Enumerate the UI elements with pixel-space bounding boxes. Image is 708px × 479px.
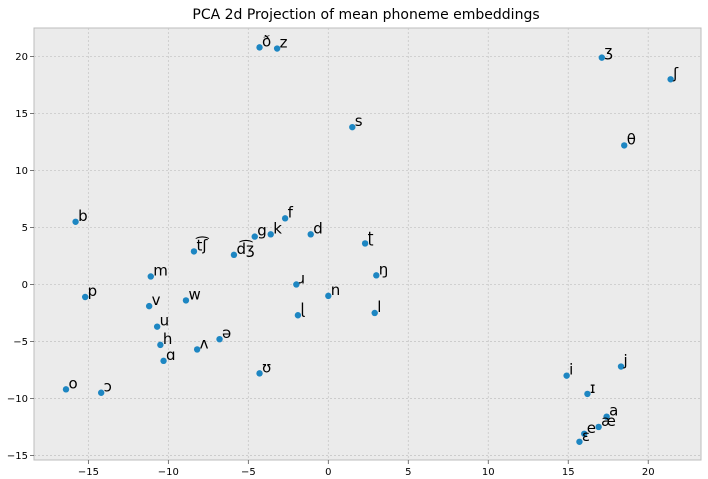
data-point: [256, 370, 263, 377]
point-label: t͡ʃ: [195, 234, 209, 254]
point-label: ʈ: [368, 228, 374, 246]
data-point: [267, 231, 274, 238]
point-label: s: [355, 112, 363, 130]
x-tick-label: −5: [241, 467, 256, 478]
x-tick-label: −15: [78, 467, 99, 478]
point-label: ɛ: [582, 427, 590, 445]
point-label: θ: [627, 130, 636, 148]
y-tick-label: 0: [22, 280, 28, 291]
y-tick-label: 10: [15, 166, 28, 177]
x-tick-label: 15: [562, 467, 575, 478]
point-label: æ: [601, 412, 616, 430]
point-label: ʃ: [672, 64, 679, 82]
data-point: [147, 273, 154, 280]
point-label: d: [313, 219, 323, 237]
x-tick-label: 10: [482, 467, 495, 478]
point-label: f: [288, 203, 294, 221]
data-point: [160, 357, 167, 365]
data-point: [584, 390, 591, 398]
point-label: k: [273, 219, 282, 237]
data-point: [230, 251, 238, 259]
point-label: w: [188, 285, 200, 303]
point-label: z: [280, 34, 288, 52]
data-point: [617, 363, 625, 370]
data-point: [157, 341, 164, 349]
point-label: ŋ: [379, 260, 389, 278]
point-label: ɔ: [104, 378, 112, 396]
data-point: [563, 372, 570, 379]
data-point: [325, 292, 332, 300]
point-label: b: [78, 207, 88, 225]
point-label: i: [569, 361, 573, 379]
point-label: ɭ: [300, 300, 305, 318]
data-points: [62, 44, 674, 445]
point-label: l: [377, 298, 381, 316]
point-label: g: [257, 222, 267, 240]
data-point: [256, 44, 263, 51]
point-label: o: [68, 374, 77, 392]
data-point: [598, 54, 606, 61]
y-tick-label: 20: [15, 52, 28, 63]
point-label: j: [623, 352, 628, 370]
point-label: ɪ: [590, 379, 596, 397]
point-label: ə: [222, 324, 231, 342]
point-label: ʊ: [262, 358, 271, 376]
point-label: ɹ: [299, 269, 305, 287]
point-label: ð: [262, 32, 271, 50]
data-point: [81, 293, 89, 301]
point-label: h: [163, 330, 173, 348]
data-point: [145, 302, 153, 310]
point-label: a: [609, 402, 618, 420]
data-point: [182, 297, 190, 304]
y-tick-label: −5: [13, 337, 28, 348]
y-tick-label: 5: [22, 223, 28, 234]
data-point: [371, 309, 378, 317]
data-point: [361, 240, 369, 247]
point-label: e: [587, 419, 596, 437]
chart-title: PCA 2d Projection of mean phoneme embedd…: [192, 7, 539, 23]
data-point: [190, 248, 198, 255]
data-point: [603, 413, 610, 420]
data-point: [307, 231, 314, 238]
point-label: d͡ʒ: [236, 238, 254, 258]
data-point: [216, 335, 223, 343]
point-label: ʌ: [200, 334, 209, 352]
point-label: ʒ: [604, 43, 613, 61]
data-point: [581, 430, 588, 437]
x-tick-label: 0: [325, 467, 331, 478]
point-label: u: [160, 312, 170, 330]
y-tick-label: −15: [7, 451, 28, 462]
point-label: v: [152, 291, 161, 309]
data-point: [153, 323, 161, 330]
data-point: [293, 281, 300, 288]
x-tick-label: 5: [405, 467, 411, 478]
point-label: p: [88, 282, 98, 300]
data-point: [281, 215, 289, 222]
data-point: [97, 389, 105, 396]
data-point: [667, 76, 674, 83]
data-point: [294, 312, 302, 319]
grid-lines: [34, 28, 701, 460]
y-tick-label: −10: [7, 394, 28, 405]
data-point: [373, 272, 380, 279]
data-point: [349, 123, 356, 131]
data-point: [273, 45, 281, 52]
point-labels: ð z ʒ ʃ s θ b f d g k t͡ʃ d͡ʒ ʈ m ŋ ɹ p n w v ɭ l u ə h ʌ ɑ ʊ i j o ɔ ɪaæ…: [68, 32, 679, 444]
point-label: ɑ: [166, 346, 176, 364]
y-tick-label: 15: [15, 109, 28, 120]
data-point: [251, 233, 258, 240]
x-tick-label: −10: [158, 467, 179, 478]
data-point: [576, 438, 583, 445]
data-point: [595, 423, 602, 431]
point-label: n: [331, 281, 341, 299]
point-label: m: [153, 261, 168, 279]
x-axis: −15 −10 −5 0 5 10 15 20: [78, 460, 655, 478]
data-point: [621, 142, 628, 149]
data-point: [193, 346, 201, 353]
x-tick-label: 20: [642, 467, 655, 478]
y-axis: −15 −10 −5 0 5 10 15 20: [7, 52, 34, 462]
data-point: [62, 386, 70, 393]
data-point: [72, 218, 79, 225]
